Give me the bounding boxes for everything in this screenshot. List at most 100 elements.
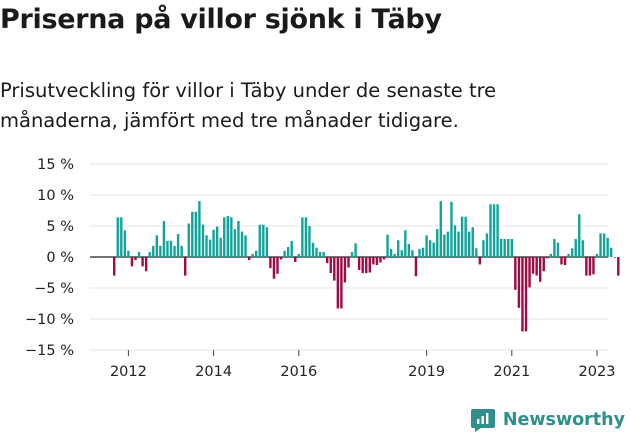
bar <box>553 239 556 257</box>
bar <box>116 217 119 257</box>
bar <box>432 242 435 257</box>
y-tick-label: 10 % <box>37 188 74 204</box>
bar <box>350 252 354 257</box>
bar <box>397 240 400 257</box>
bar <box>205 235 208 257</box>
x-tick-label: 2019 <box>408 364 445 380</box>
bar <box>155 235 158 257</box>
bar <box>567 253 570 257</box>
y-tick-label: −15 % <box>25 343 74 359</box>
bar <box>595 253 599 257</box>
bar <box>159 245 162 257</box>
bar <box>308 226 311 257</box>
bar <box>471 227 474 257</box>
bar <box>563 257 567 266</box>
bar <box>237 221 240 257</box>
bar <box>407 243 411 257</box>
bar <box>418 248 421 257</box>
bar <box>148 252 151 257</box>
x-tick-label: 2014 <box>195 364 232 380</box>
bar <box>507 239 510 257</box>
bar <box>539 257 542 282</box>
bar <box>322 252 325 257</box>
bar <box>113 257 116 276</box>
bar <box>223 217 226 257</box>
bar <box>251 253 254 257</box>
bar <box>531 257 535 274</box>
bar <box>375 257 379 266</box>
bar <box>556 242 560 257</box>
bar <box>269 257 272 269</box>
bar <box>286 247 290 257</box>
x-tick-label: 2021 <box>493 364 530 380</box>
bar <box>180 245 183 257</box>
bar <box>578 214 581 257</box>
bar <box>340 257 343 309</box>
bar <box>120 217 123 257</box>
y-tick-label: −10 % <box>25 312 74 328</box>
bar <box>297 253 300 257</box>
bar <box>162 221 166 257</box>
bar <box>382 257 386 260</box>
bar <box>265 227 269 257</box>
bar <box>464 216 467 257</box>
bar <box>329 257 332 274</box>
bar <box>514 257 517 290</box>
bar <box>521 257 524 332</box>
bar <box>372 257 375 265</box>
bar <box>468 231 471 257</box>
bar <box>425 235 428 257</box>
bar <box>219 237 222 257</box>
bar <box>492 204 496 257</box>
y-tick-label: −5 % <box>34 281 74 297</box>
bar <box>475 248 478 257</box>
bar <box>485 233 489 257</box>
bar <box>517 257 521 308</box>
bar <box>613 257 616 258</box>
bar <box>198 201 201 257</box>
bar <box>212 229 215 257</box>
chart-subtitle: Prisutveckling för villor i Täby under d… <box>0 79 497 132</box>
bar <box>194 211 198 257</box>
bar <box>404 230 407 257</box>
bar <box>592 257 595 275</box>
bar <box>354 243 357 257</box>
bar <box>201 224 205 257</box>
bar <box>546 257 549 259</box>
x-tick-label: 2023 <box>579 364 616 380</box>
bar <box>173 245 176 257</box>
bar <box>535 257 538 276</box>
bar <box>496 204 499 257</box>
bar <box>457 231 460 257</box>
bar <box>301 217 304 257</box>
bar <box>528 257 531 288</box>
bar <box>460 216 464 257</box>
bar <box>570 248 574 257</box>
bar <box>588 257 592 276</box>
bar <box>510 239 513 257</box>
bar <box>357 257 361 271</box>
bar <box>482 240 485 257</box>
bar <box>428 240 432 257</box>
bar <box>439 201 442 257</box>
bar <box>166 240 169 257</box>
bar <box>478 257 482 265</box>
bar <box>389 248 393 257</box>
bar <box>524 257 528 332</box>
bar <box>343 257 347 283</box>
bar <box>368 257 371 273</box>
bar <box>446 231 450 257</box>
bar <box>443 234 446 257</box>
bar <box>421 247 425 257</box>
y-axis: 15 % 10 % 5 % 0 % −5 % −10 % −15 % <box>25 157 74 359</box>
bar <box>581 240 584 257</box>
bar <box>304 217 308 257</box>
bar <box>333 257 336 281</box>
bar <box>361 257 364 274</box>
bar <box>137 252 141 257</box>
bar <box>318 252 322 257</box>
bar <box>602 233 606 257</box>
bar <box>144 257 148 272</box>
bar <box>311 242 315 257</box>
